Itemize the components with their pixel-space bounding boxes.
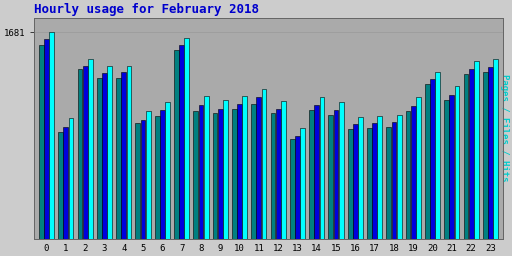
Bar <box>474 61 479 239</box>
Bar <box>223 100 228 239</box>
Bar <box>425 84 430 239</box>
Bar <box>237 104 242 239</box>
Bar <box>463 74 468 239</box>
Bar <box>218 109 223 239</box>
Bar <box>63 127 68 239</box>
Bar <box>135 123 140 239</box>
Bar <box>270 113 275 239</box>
Bar <box>232 109 237 239</box>
Bar <box>348 129 353 239</box>
Bar <box>58 132 63 239</box>
Bar <box>97 78 102 239</box>
Bar <box>295 135 300 239</box>
Bar <box>430 79 435 239</box>
Bar <box>204 96 208 239</box>
Bar <box>77 69 82 239</box>
Bar <box>328 115 333 239</box>
Bar <box>174 50 179 239</box>
Bar <box>199 105 203 239</box>
Bar <box>392 122 396 239</box>
Bar <box>184 38 189 239</box>
Bar <box>276 109 281 239</box>
Bar <box>319 98 325 239</box>
Bar <box>44 38 49 239</box>
Bar <box>468 69 474 239</box>
Bar <box>406 111 411 239</box>
Bar <box>146 111 151 239</box>
Bar <box>116 78 121 239</box>
Bar <box>107 66 112 239</box>
Bar <box>141 120 145 239</box>
Bar <box>165 102 170 239</box>
Bar <box>377 116 382 239</box>
Bar <box>160 110 165 239</box>
Bar <box>493 59 498 239</box>
Bar <box>444 100 449 239</box>
Bar <box>397 115 401 239</box>
Bar <box>49 32 54 239</box>
Bar <box>314 105 319 239</box>
Bar <box>257 98 261 239</box>
Bar <box>387 127 391 239</box>
Bar <box>358 117 363 239</box>
Bar <box>367 128 372 239</box>
Text: Hourly usage for February 2018: Hourly usage for February 2018 <box>34 4 259 16</box>
Bar <box>121 72 126 239</box>
Bar <box>339 102 344 239</box>
Bar <box>435 72 440 239</box>
Bar <box>411 106 416 239</box>
Bar <box>300 128 305 239</box>
Bar <box>353 124 358 239</box>
Bar <box>290 139 294 239</box>
Y-axis label: Pages / Files / Hits: Pages / Files / Hits <box>500 74 508 182</box>
Bar <box>281 101 286 239</box>
Bar <box>450 95 454 239</box>
Bar <box>455 87 459 239</box>
Bar <box>155 116 160 239</box>
Bar <box>334 110 338 239</box>
Bar <box>251 104 256 239</box>
Bar <box>309 110 314 239</box>
Bar <box>102 73 107 239</box>
Bar <box>372 123 377 239</box>
Bar <box>83 66 88 239</box>
Bar <box>69 118 73 239</box>
Bar <box>483 72 487 239</box>
Bar <box>488 67 493 239</box>
Bar <box>262 89 266 239</box>
Bar <box>242 96 247 239</box>
Bar <box>126 66 132 239</box>
Bar <box>179 45 184 239</box>
Bar <box>88 59 93 239</box>
Bar <box>212 113 218 239</box>
Bar <box>416 98 421 239</box>
Bar <box>39 45 44 239</box>
Bar <box>194 111 198 239</box>
